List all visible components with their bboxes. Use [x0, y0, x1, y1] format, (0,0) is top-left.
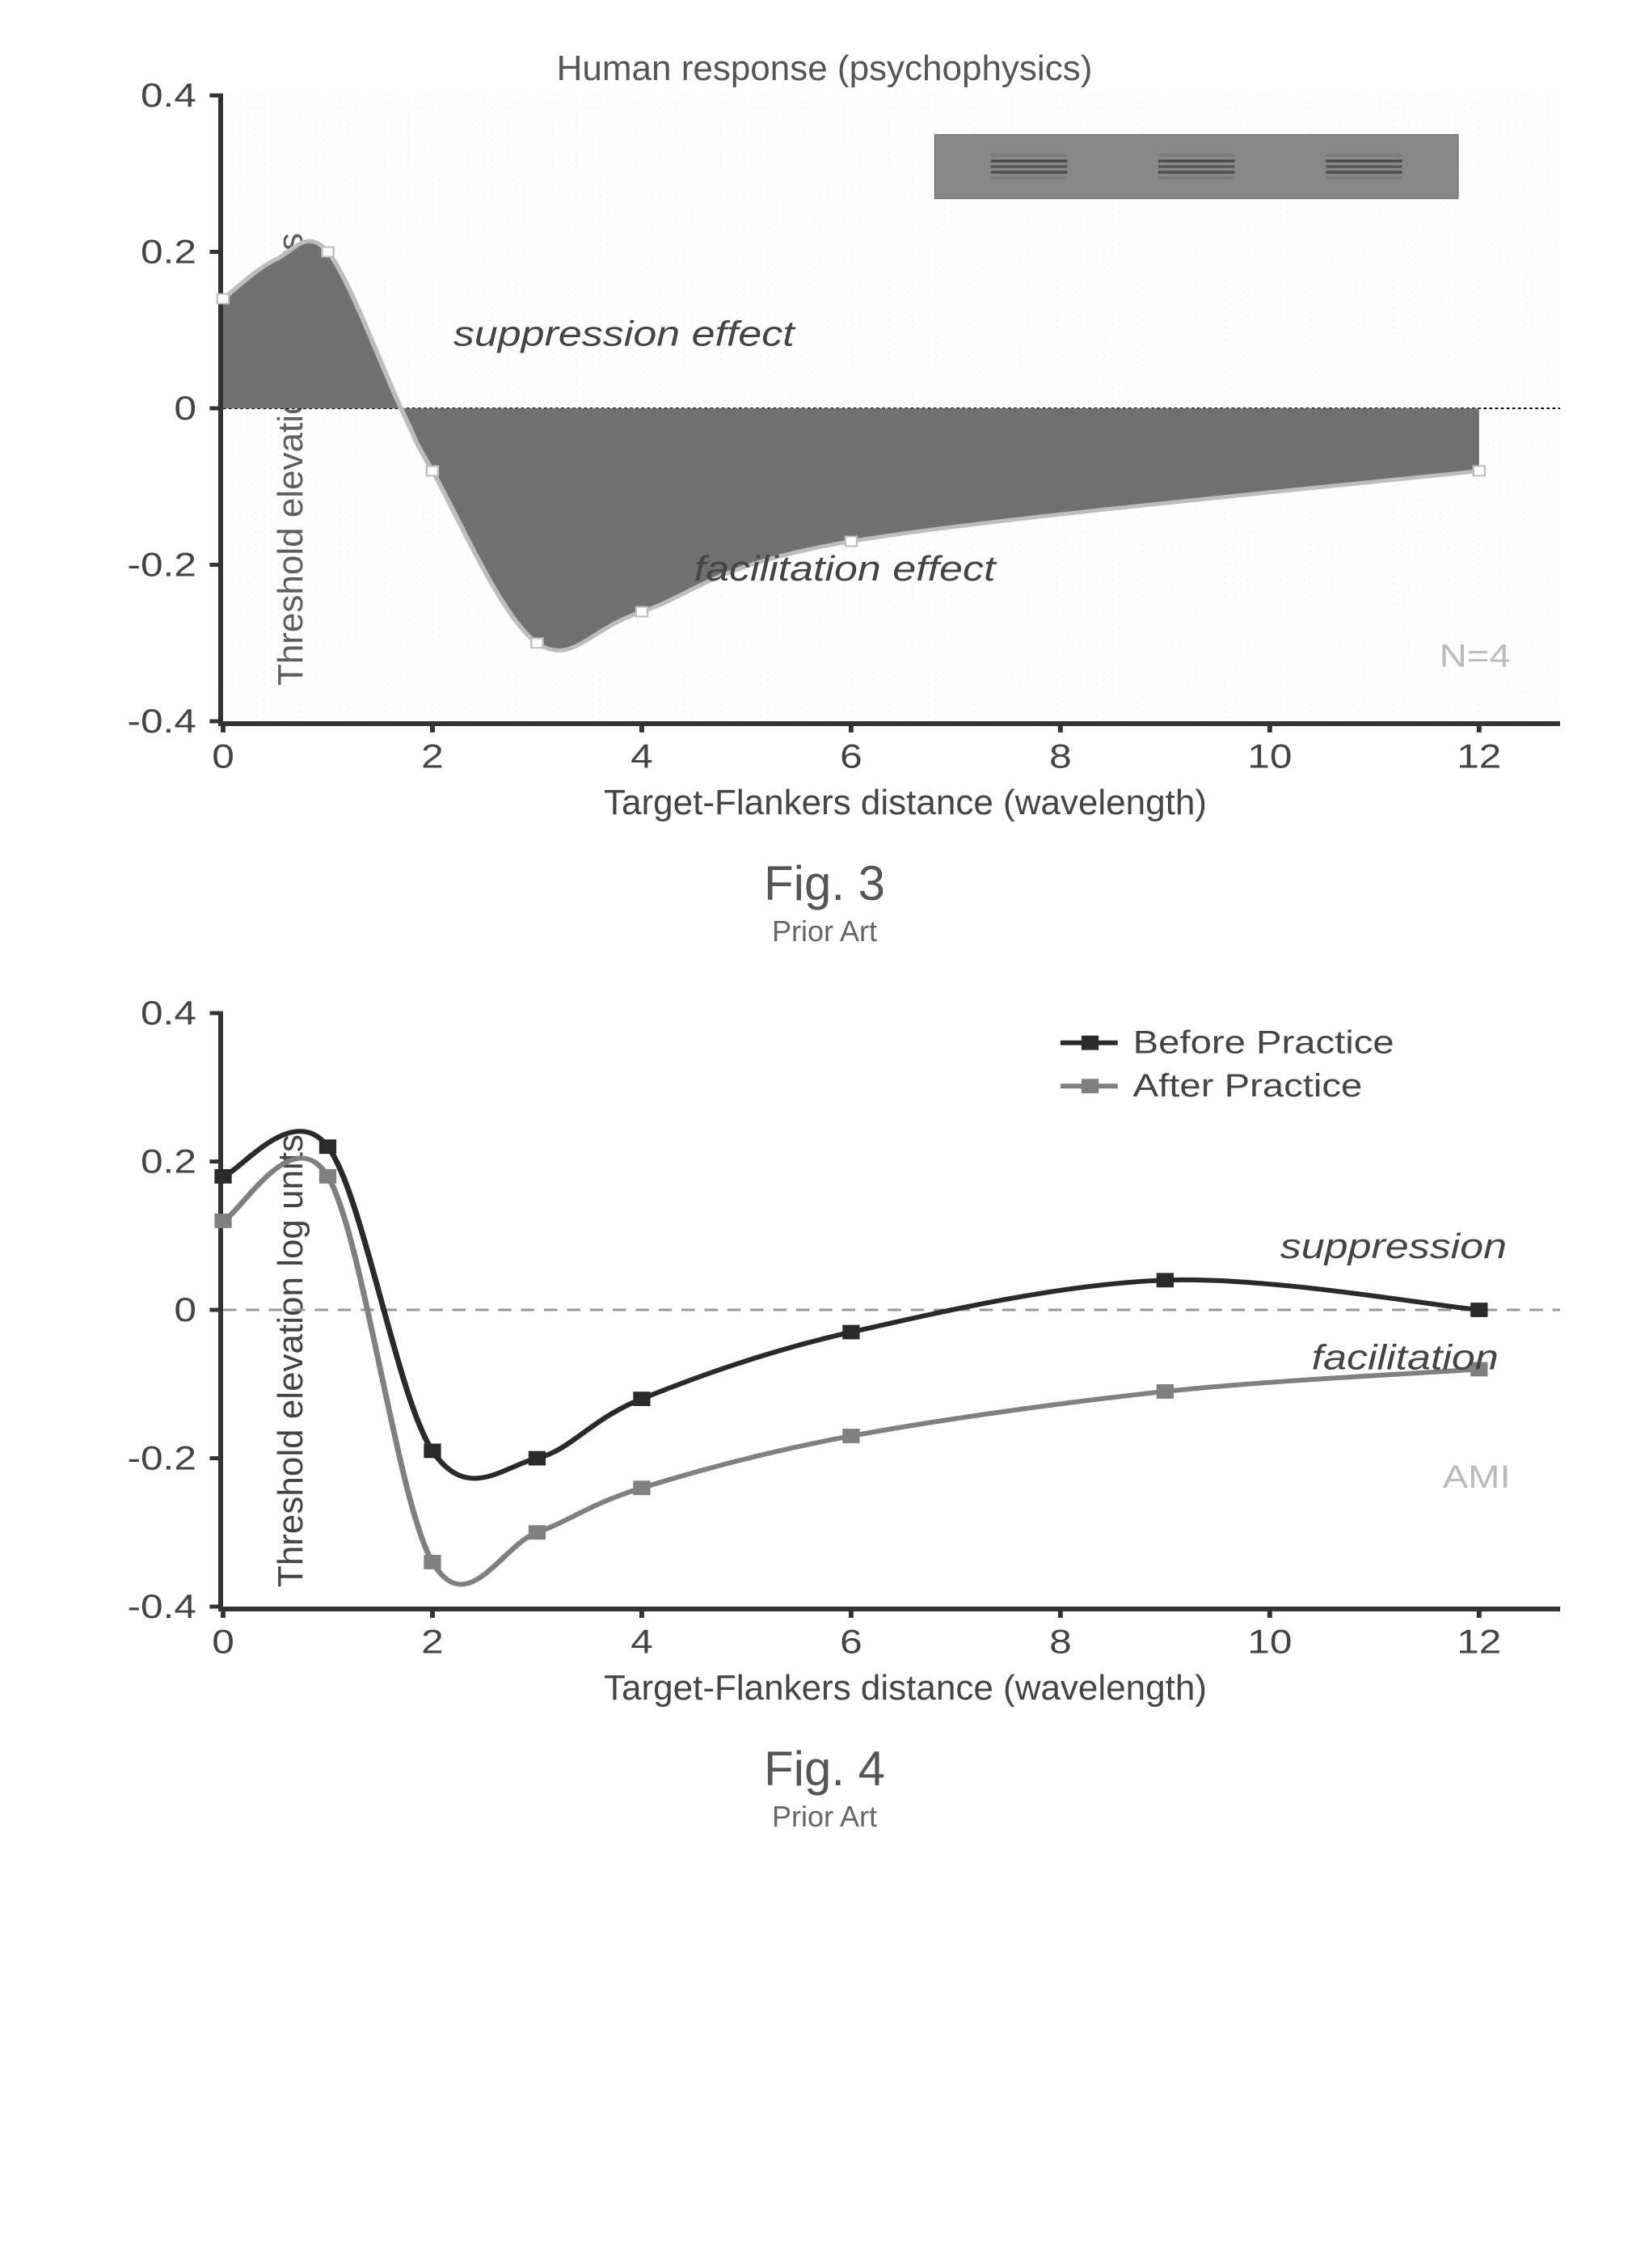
svg-text:4: 4 [630, 1623, 653, 1660]
svg-text:After Practice: After Practice [1133, 1069, 1363, 1104]
svg-text:0.2: 0.2 [141, 1142, 196, 1180]
svg-text:-0.4: -0.4 [127, 1588, 196, 1625]
svg-text:12: 12 [1457, 1623, 1501, 1660]
svg-text:0: 0 [174, 390, 196, 427]
svg-text:0: 0 [174, 1291, 196, 1328]
fig4-watermark: AMI [1443, 1460, 1511, 1496]
svg-text:10: 10 [1247, 1623, 1292, 1660]
fig4-plot-area: -0.4-0.200.20.4 024681012 Before Practic… [218, 1013, 1560, 1611]
fig3-watermark: N=4 [1440, 639, 1511, 674]
gabor-inset [934, 134, 1457, 198]
svg-text:2: 2 [421, 1623, 444, 1660]
svg-text:Before Practice: Before Practice [1133, 1025, 1394, 1061]
fig3-caption-num: Fig. 3 [764, 856, 885, 910]
svg-text:0.4: 0.4 [141, 995, 196, 1032]
fig3-suppression-label: suppression effect [453, 315, 796, 353]
fig4-facilitation-label: facilitation [1312, 1338, 1499, 1377]
fig4-legend: Before Practice After Practice [1061, 1025, 1394, 1104]
svg-text:2: 2 [421, 737, 444, 775]
svg-text:6: 6 [840, 737, 862, 775]
fig4-suppression-label: suppression [1280, 1227, 1507, 1266]
svg-text:-0.2: -0.2 [127, 546, 196, 583]
svg-text:0.4: 0.4 [141, 77, 196, 114]
svg-text:0: 0 [212, 1623, 234, 1660]
fig3-title: Human response (psychophysics) [57, 49, 1592, 89]
fig3-plot-area: -0.4-0.200.20.4 024681012 suppression ef… [218, 95, 1560, 726]
figure-4: Threshold elevation log units -0.4-0.200… [57, 1013, 1592, 1834]
fig3-caption: Fig. 3 Prior Art [57, 855, 1592, 948]
fig4-caption-sub: Prior Art [57, 1800, 1592, 1834]
fig3-chart: Threshold elevation log units -0.4-0.200… [57, 95, 1592, 823]
svg-text:10: 10 [1247, 737, 1292, 775]
fig3-caption-sub: Prior Art [57, 914, 1592, 948]
svg-text:12: 12 [1457, 737, 1501, 775]
fig4-xlabel: Target-Flankers distance (wavelength) [218, 1668, 1592, 1708]
svg-text:0.2: 0.2 [141, 233, 196, 270]
svg-text:0: 0 [212, 737, 234, 775]
fig3-facilitation-label: facilitation effect [694, 550, 997, 589]
svg-text:6: 6 [840, 1623, 862, 1660]
svg-text:4: 4 [630, 737, 653, 775]
svg-text:-0.4: -0.4 [127, 703, 196, 740]
svg-text:8: 8 [1049, 737, 1072, 775]
fig3-xlabel: Target-Flankers distance (wavelength) [218, 783, 1592, 823]
fig4-chart: Threshold elevation log units -0.4-0.200… [57, 1013, 1592, 1708]
fig4-caption-num: Fig. 4 [764, 1742, 885, 1796]
svg-text:-0.2: -0.2 [127, 1439, 196, 1476]
figure-3: Human response (psychophysics) Threshold… [57, 49, 1592, 948]
svg-text:8: 8 [1049, 1623, 1072, 1660]
fig4-caption: Fig. 4 Prior Art [57, 1741, 1592, 1834]
